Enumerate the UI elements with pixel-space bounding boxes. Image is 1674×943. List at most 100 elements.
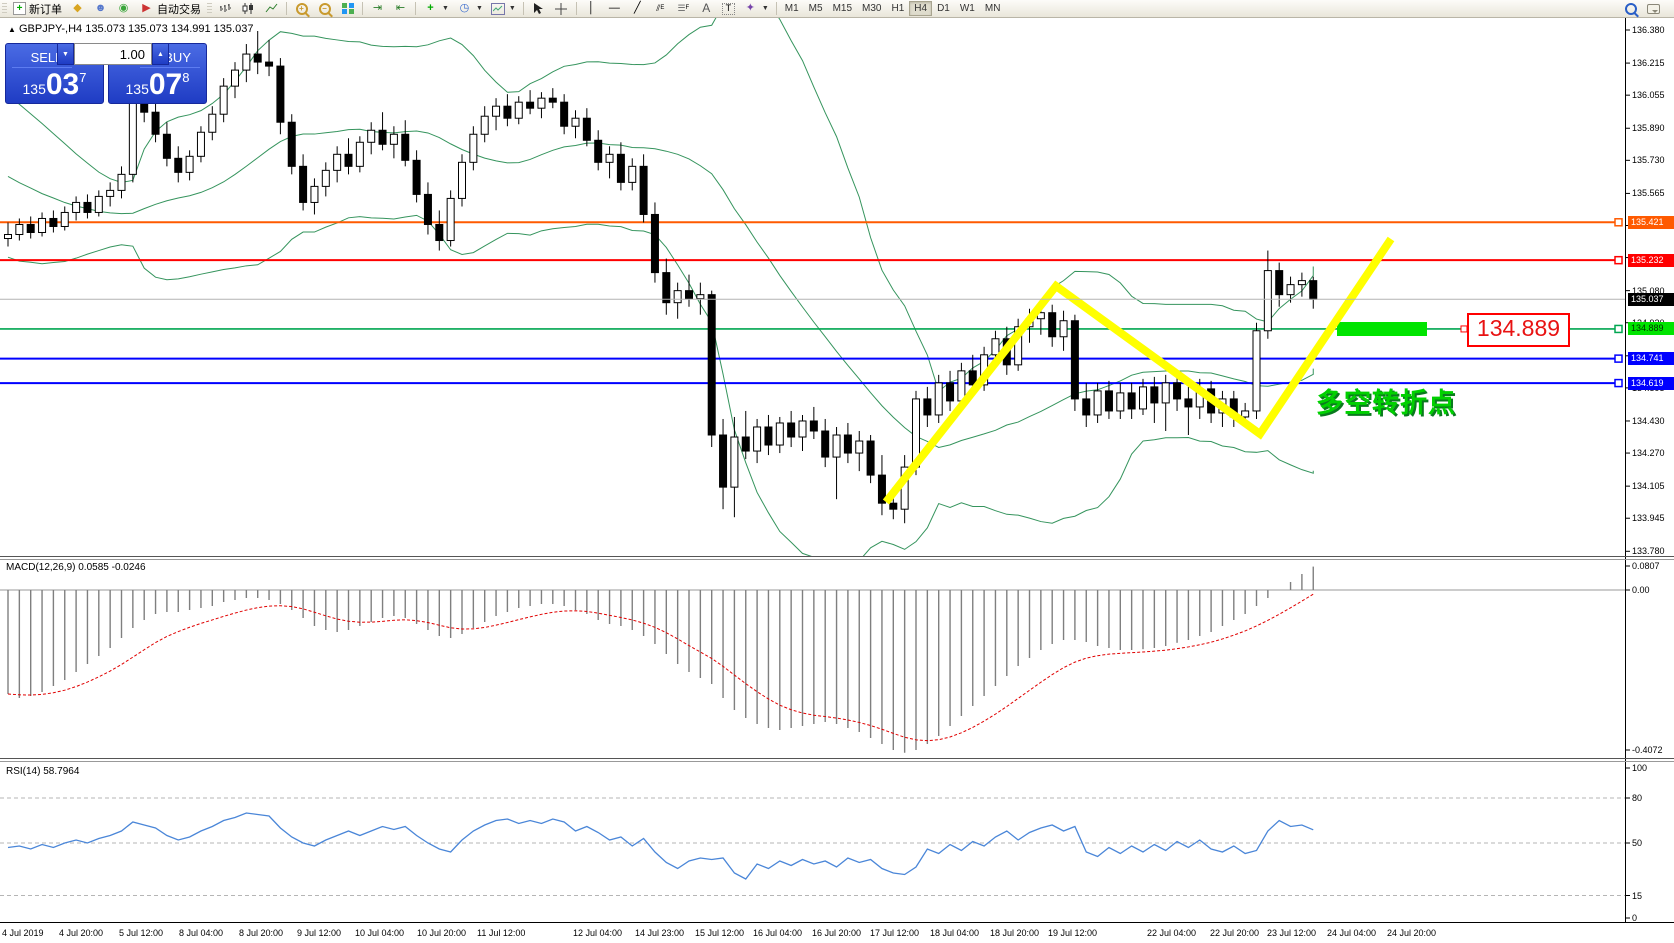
price-tick-label: 134.270 [1632, 448, 1665, 459]
timeframe-m15[interactable]: M15 [828, 1, 857, 16]
time-tick-label: 19 Jul 12:00 [1048, 928, 1098, 938]
horizontal-line-icon: — [608, 2, 620, 14]
symbol-info-line: ▲ GBPJPY-,H4 135.073 135.073 134.991 135… [8, 23, 253, 35]
paint-bucket-icon: ◆ [73, 2, 82, 14]
equidistant-channel-icon: ⫽ E [656, 3, 665, 13]
sell-price-pips: 03 [45, 68, 80, 101]
tile-windows-button[interactable] [336, 1, 359, 16]
time-tick-label: 4 Jul 20:00 [59, 928, 104, 938]
profile-button[interactable]: ☻ [89, 1, 112, 16]
time-tick-label: 23 Jul 12:00 [1267, 928, 1317, 938]
time-tick-label: 16 Jul 20:00 [812, 928, 862, 938]
cursor-button[interactable] [527, 1, 550, 16]
timeframe-m30[interactable]: M30 [857, 1, 886, 16]
time-tick-label: 10 Jul 04:00 [355, 928, 405, 938]
time-tick-label: 18 Jul 04:00 [930, 928, 980, 938]
time-tick-label: 8 Jul 04:00 [179, 928, 224, 938]
time-tick-label: 10 Jul 20:00 [417, 928, 467, 938]
timeframe-d1[interactable]: D1 [932, 1, 955, 16]
timeframe-mn[interactable]: MN [980, 1, 1006, 16]
chart-shift-button[interactable]: ⇤ [389, 1, 412, 16]
one-click-trading-panel: SELL 135 03 7 BUY 135 07 8 ▼ ▲ [5, 43, 207, 104]
text-icon: A [702, 1, 711, 15]
line-chart-icon [264, 2, 279, 15]
autotrade-label: 自动交易 [157, 3, 201, 16]
chart-color-button[interactable]: ◆ [66, 1, 89, 16]
time-tick-label: 12 Jul 04:00 [573, 928, 623, 938]
timeframe-h4[interactable]: H4 [909, 1, 933, 16]
autoscroll-icon: ⇥ [372, 2, 383, 14]
text-label-tool[interactable]: T [718, 1, 739, 16]
toolbar-separator [522, 2, 524, 15]
panel-frame-layer [0, 17, 1674, 923]
line-chart-button[interactable] [260, 1, 283, 16]
search-icon[interactable] [1625, 2, 1637, 15]
fibonacci-tool[interactable]: ☰ F [672, 1, 695, 16]
trendline-tool[interactable]: ╱ [626, 1, 649, 16]
time-tick-label: 22 Jul 04:00 [1147, 928, 1197, 938]
price-level-chip: 135.421 [1628, 215, 1674, 229]
bar-chart-button[interactable] [214, 1, 237, 16]
horizontal-levels-layer [0, 218, 1623, 388]
periods-button[interactable]: ◷ ▼ [453, 1, 487, 16]
signals-button[interactable]: ◉ [112, 1, 135, 16]
cursor-icon [531, 2, 546, 15]
price-tick-label: 135.890 [1632, 123, 1665, 134]
volume-increase-button[interactable]: ▲ [152, 43, 169, 65]
new-order-button[interactable]: + 新订单 [9, 1, 66, 16]
sell-price-point: 7 [79, 70, 87, 85]
price-level-chip: 135.232 [1628, 253, 1674, 267]
new-order-label: 新订单 [29, 3, 62, 16]
price-tick-label: 135.730 [1632, 155, 1665, 166]
buy-label: BUY [140, 47, 200, 68]
timeframe-w1[interactable]: W1 [955, 1, 980, 16]
templates-button[interactable]: ▼ [487, 1, 520, 16]
trendline-icon: ╱ [634, 2, 641, 14]
toolbar-separator [775, 2, 777, 15]
toolbar-separator [415, 2, 416, 15]
time-tick-label: 9 Jul 12:00 [297, 928, 342, 938]
crosshair-button[interactable] [550, 1, 573, 16]
vertical-line-icon: │ [587, 2, 595, 14]
channel-tool[interactable]: ⫽ E [649, 1, 672, 16]
autotrade-button[interactable]: ▶ 自动交易 [135, 1, 205, 16]
new-order-icon: + [13, 2, 26, 15]
autoscroll-button[interactable]: ⇥ [366, 1, 389, 16]
sell-button[interactable]: SELL 135 03 7 [5, 43, 104, 104]
rsi-layer [0, 797, 1625, 896]
zoom-in-button[interactable]: + [290, 1, 313, 16]
indicators-icon: + [427, 2, 434, 14]
volume-decrease-button[interactable]: ▼ [57, 43, 74, 65]
timeframe-m1[interactable]: M1 [780, 1, 804, 16]
sell-price: 135 03 7 [12, 70, 97, 100]
volume-input[interactable] [74, 43, 152, 65]
rsi-tick-label: 0 [1632, 913, 1638, 923]
zoom-out-icon: − [317, 2, 332, 15]
time-tick-label: 16 Jul 04:00 [753, 928, 803, 938]
timeframe-m5[interactable]: M5 [804, 1, 828, 16]
zoom-out-button[interactable]: − [313, 1, 336, 16]
indicators-button[interactable]: + ▼ [419, 1, 453, 16]
price-level-chip: 134.889 [1628, 322, 1674, 336]
time-tick-label: 22 Jul 20:00 [1210, 928, 1260, 938]
timeframe-h1[interactable]: H1 [886, 1, 909, 16]
horizontal-line-tool[interactable]: — [603, 1, 626, 16]
arrows-tool[interactable]: ✦ ▼ [739, 1, 773, 16]
vertical-line-tool[interactable]: │ [580, 1, 603, 16]
dropdown-caret-icon: ▼ [761, 5, 769, 12]
chat-icon[interactable] [1647, 3, 1660, 14]
collapse-arrow-icon[interactable]: ▲ [8, 25, 16, 34]
time-tick-label: 18 Jul 20:00 [990, 928, 1040, 938]
macd-tick-label: -0.4072 [1632, 745, 1663, 755]
price-tick-label: 133.945 [1632, 513, 1665, 524]
tile-windows-icon [340, 2, 355, 15]
symbol-ohlc-text: GBPJPY-,H4 135.073 135.073 134.991 135.0… [18, 23, 254, 35]
candlestick-chart-button[interactable] [237, 1, 260, 16]
toolbar-grip [207, 3, 212, 14]
text-tool[interactable]: A [695, 1, 718, 16]
price-level-chip: 134.741 [1628, 352, 1674, 366]
buy-price-main: 135 [125, 81, 149, 97]
rsi-tick-label: 50 [1632, 838, 1643, 848]
